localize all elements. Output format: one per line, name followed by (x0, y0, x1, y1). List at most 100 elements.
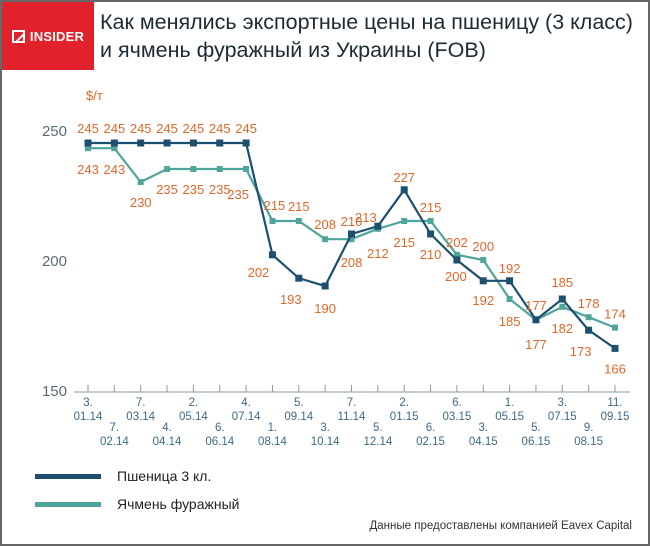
x-tick-label-month: 04.14 (153, 436, 182, 448)
x-tick-label-day: 6. (452, 397, 462, 409)
data-label-barley: 215 (264, 198, 286, 213)
data-point-wheat (321, 282, 329, 290)
data-point-barley (243, 166, 250, 172)
data-label-barley: 235 (156, 182, 178, 197)
data-label-barley: 235 (183, 182, 205, 197)
x-tick-label-month: 12.14 (363, 436, 392, 448)
data-label-barley: 182 (551, 321, 573, 336)
y-tick-label: 150 (42, 383, 67, 400)
data-point-barley (559, 303, 566, 310)
x-tick-label-day: 4. (162, 422, 172, 434)
data-label-wheat: 200 (445, 269, 467, 284)
y-tick-label: 200 (42, 253, 67, 270)
data-point-wheat (84, 139, 92, 147)
data-point-barley (190, 166, 197, 172)
data-label-wheat: 192 (472, 293, 494, 308)
data-label-barley: 235 (209, 182, 231, 197)
data-point-barley (427, 218, 434, 224)
x-tick-label-month: 08.14 (258, 436, 287, 448)
legend-label-wheat: Пшеница 3 кл. (117, 468, 212, 484)
data-point-barley (506, 296, 513, 302)
data-point-barley (111, 145, 118, 152)
data-point-barley (295, 218, 302, 224)
x-tick-label-month: 09.15 (601, 411, 630, 423)
data-point-wheat (163, 139, 171, 147)
data-point-wheat (374, 222, 382, 230)
data-label-wheat: 245 (103, 121, 125, 136)
x-tick-label-month: 07.15 (548, 411, 577, 423)
data-label-wheat: 245 (156, 121, 178, 136)
x-tick-label-day: 9. (584, 422, 594, 434)
legend-label-barley: Ячмень фуражный (117, 496, 240, 512)
logo-text: INSIDER (29, 28, 85, 44)
data-label-barley: 174 (604, 307, 626, 322)
x-tick-label-month: 02.15 (416, 436, 445, 448)
data-label-barley: 215 (288, 199, 310, 214)
data-point-barley (269, 218, 276, 224)
data-point-barley (322, 236, 329, 243)
data-point-wheat (532, 316, 540, 324)
data-label-wheat: 192 (499, 261, 521, 276)
data-point-wheat (453, 256, 461, 264)
x-tick-label-day: 11. (607, 397, 622, 409)
data-label-barley: 185 (499, 314, 521, 329)
x-tick-label-day: 2. (189, 397, 199, 409)
x-tick-label-month: 03.15 (443, 411, 472, 423)
x-tick-label-day: 3. (320, 422, 330, 434)
x-tick-label-month: 06.15 (522, 436, 551, 448)
data-point-barley (480, 257, 487, 263)
data-label-wheat: 245 (209, 121, 231, 136)
data-point-barley (137, 179, 144, 185)
legend-swatch-barley (35, 501, 101, 507)
x-tick-label-month: 08.15 (574, 436, 603, 448)
data-point-wheat (189, 139, 197, 147)
data-label-wheat: 210 (420, 247, 442, 262)
data-label-barley: 200 (472, 239, 494, 254)
data-point-wheat (400, 186, 408, 194)
data-point-barley (164, 166, 171, 172)
x-tick-label-day: 5. (294, 397, 304, 409)
data-point-barley (401, 218, 408, 224)
x-tick-label-day: 1. (505, 397, 515, 409)
data-label-wheat: 245 (183, 121, 205, 136)
data-point-wheat (585, 326, 593, 334)
data-label-barley: 215 (420, 200, 442, 215)
x-tick-label-day: 3. (83, 397, 93, 409)
x-tick-label-month: 06.14 (205, 436, 234, 448)
data-label-wheat: 245 (130, 121, 152, 136)
x-tick-label-day: 6. (426, 422, 436, 434)
x-tick-label-day: 5. (373, 422, 383, 434)
legend-item-wheat: Пшеница 3 кл. (35, 468, 211, 484)
x-tick-label-day: 5. (531, 422, 541, 434)
data-point-wheat (137, 139, 145, 147)
data-label-wheat: 245 (77, 121, 99, 136)
legend-item-barley: Ячмень фуражный (35, 496, 240, 512)
x-tick-label-day: 2. (399, 397, 409, 409)
data-point-barley (348, 236, 355, 243)
data-label-barley: 235 (227, 187, 249, 202)
data-point-wheat (268, 251, 276, 259)
data-label-barley: 230 (130, 195, 152, 210)
data-label-wheat: 166 (604, 361, 626, 376)
data-label-wheat: 227 (393, 170, 415, 185)
data-point-wheat (216, 139, 224, 147)
chart-title: Как менялись экспортные цены на пшеницу … (100, 10, 633, 62)
data-label-barley: 177 (525, 337, 547, 352)
x-tick-label-month: 02.14 (100, 436, 129, 448)
x-tick-label-day: 7. (110, 422, 120, 434)
data-label-wheat: 173 (570, 344, 592, 359)
data-label-wheat: 210 (341, 214, 363, 229)
x-tick-label-month: 05.14 (179, 411, 208, 423)
data-label-wheat: 202 (248, 265, 270, 280)
x-tick-label-day: 3. (558, 397, 568, 409)
x-tick-label-month: 07.14 (232, 411, 261, 423)
data-label-wheat: 177 (525, 298, 547, 313)
x-tick-label-month: 11.14 (338, 411, 367, 423)
x-tick-label-month: 10.14 (311, 436, 340, 448)
data-label-barley: 212 (367, 246, 389, 261)
data-point-wheat (558, 295, 566, 303)
data-label-wheat: 193 (280, 292, 302, 307)
x-tick-label-month: 09.14 (284, 411, 313, 423)
data-point-wheat (295, 274, 303, 282)
